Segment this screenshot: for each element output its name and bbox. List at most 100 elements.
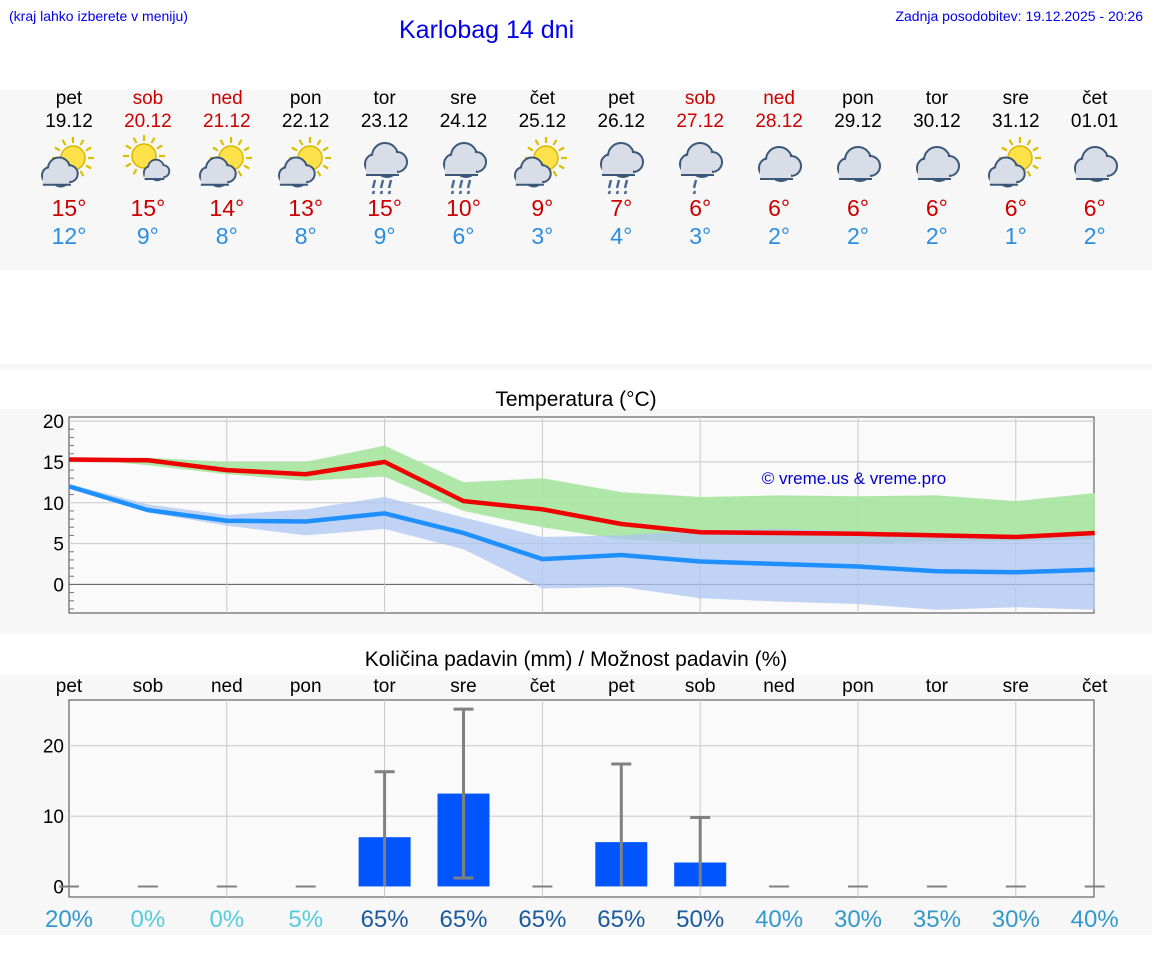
temp-min: 12° (51, 223, 87, 249)
category-label: ned (211, 676, 243, 697)
day-date: 25.12 (518, 111, 567, 132)
day-name: čet (1082, 88, 1108, 109)
category-label: tor (374, 676, 397, 697)
category-label: čet (530, 676, 556, 697)
day-column: pet 26.12 7° 4° (581, 88, 661, 250)
temp-max: 6° (847, 195, 869, 221)
temp-max: 15° (130, 195, 166, 221)
day-column: pon 22.12 13° 8° (266, 88, 346, 250)
day-column: sre 24.12 10° 6° (424, 88, 504, 250)
temp-max: 7° (610, 195, 633, 221)
temp-max: 6° (689, 195, 712, 221)
forecast-band (0, 90, 1152, 270)
precipitation-chart: pet sob ned pon tor sre čet pet sob ned pon tor sre č… (43, 676, 1119, 933)
day-date: 20.12 (124, 111, 172, 132)
day-column: čet 25.12 9° 3° (502, 88, 582, 250)
temp-min: 3° (689, 223, 712, 249)
day-name: pet (608, 88, 635, 109)
precip-probability: 65% (597, 906, 645, 933)
temp-max: 6° (1004, 195, 1027, 221)
y-tick-label: 20 (43, 412, 64, 433)
y-tick-label: 0 (53, 877, 64, 898)
day-date: 29.12 (834, 111, 882, 132)
temp-min: 1° (1004, 223, 1027, 249)
temp-min: 2° (925, 223, 948, 249)
day-column: sre 31.12 6° 1° (976, 88, 1056, 250)
precip-probability: 40% (755, 906, 803, 933)
max-temp-line (68, 457, 1095, 540)
precip-probability: 35% (913, 906, 961, 933)
watermark: © vreme.us & vreme.pro (762, 469, 946, 488)
day-column: ned 28.12 6° 2° (739, 88, 819, 250)
day-name: ned (210, 88, 243, 109)
temp-max: 13° (288, 195, 324, 221)
category-label: pon (290, 676, 322, 697)
precip-probability: 65% (361, 906, 409, 933)
day-date: 26.12 (597, 111, 646, 132)
day-name: pon (842, 88, 874, 109)
location-hint: (kraj lahko izberete v meniju) (9, 8, 188, 24)
day-date: 23.12 (360, 111, 409, 132)
cloud-icon (1073, 146, 1118, 182)
category-label: sre (450, 676, 476, 697)
day-name: sob (684, 88, 716, 109)
day-column: ned 21.12 14° 8° (187, 88, 267, 250)
temp-min: 4° (610, 223, 633, 249)
day-name: čet (529, 88, 556, 109)
temp-min: 2° (1083, 223, 1106, 249)
temp-min: 2° (768, 223, 791, 249)
precipitation-chart-title: Količina padavin (mm) / Možnost padavin … (364, 648, 788, 671)
day-column: čet 01.01 6° 2° (1055, 88, 1135, 250)
temp-max: 9° (531, 195, 554, 221)
cloud-icon (758, 146, 803, 182)
precip-probability: 30% (834, 906, 882, 933)
sun-cloud-icon (198, 137, 252, 188)
category-label: sre (1003, 676, 1029, 697)
sun-cloud-icon (41, 137, 94, 188)
day-column: sob 27.12 6° 3° (660, 88, 740, 250)
precip-probability: 0% (131, 906, 166, 933)
day-name: sre (1002, 88, 1029, 109)
cloud-rain-icon (442, 142, 487, 198)
y-tick-label: 5 (53, 535, 64, 556)
sun-cloud-icon (987, 137, 1041, 188)
day-date: 27.12 (676, 111, 724, 132)
category-label: pon (842, 676, 874, 697)
day-name: tor (373, 88, 396, 109)
day-name: ned (763, 88, 795, 109)
sun-cloud-icon (514, 137, 568, 188)
precip-probability: 40% (1071, 906, 1119, 933)
day-name: sre (450, 88, 477, 109)
day-name: tor (925, 88, 948, 109)
temp-max: 10° (446, 195, 481, 221)
temp-min: 2° (847, 223, 869, 249)
cloud-rain-icon (363, 142, 408, 198)
cloud-rain-icon (600, 142, 645, 198)
divider (0, 364, 1152, 370)
temperature-chart: 0 5 10 15 20 © vreme.us & vreme.pro (43, 412, 1095, 614)
category-label: tor (926, 676, 949, 697)
day-name: sob (132, 88, 164, 109)
temp-min: 8° (215, 223, 238, 249)
y-tick-label: 20 (43, 737, 64, 758)
precip-probability: 20% (45, 906, 93, 933)
cloud-icon (915, 146, 960, 182)
temp-min: 6° (452, 223, 475, 249)
day-date: 01.01 (1070, 111, 1119, 132)
precip-probability: 50% (676, 906, 724, 933)
temp-max: 6° (1083, 195, 1106, 221)
cloud-light-rain-icon (679, 142, 724, 198)
cloud-icon (837, 146, 881, 182)
day-name: pon (289, 88, 322, 109)
precip-probability: 5% (288, 906, 323, 933)
plot-area (68, 699, 1095, 898)
day-column: tor 23.12 15° 9° (345, 88, 425, 250)
day-column: sob 20.12 15° 9° (108, 88, 188, 250)
min-temp-range-band (69, 484, 1095, 610)
temperature-chart-title: Temperatura (°C) (495, 388, 657, 411)
category-label: pet (608, 676, 635, 697)
temp-min: 9° (136, 223, 159, 249)
page-title: Karlobag 14 dni (399, 16, 575, 44)
temp-max: 15° (367, 195, 402, 221)
day-date: 21.12 (203, 111, 251, 132)
